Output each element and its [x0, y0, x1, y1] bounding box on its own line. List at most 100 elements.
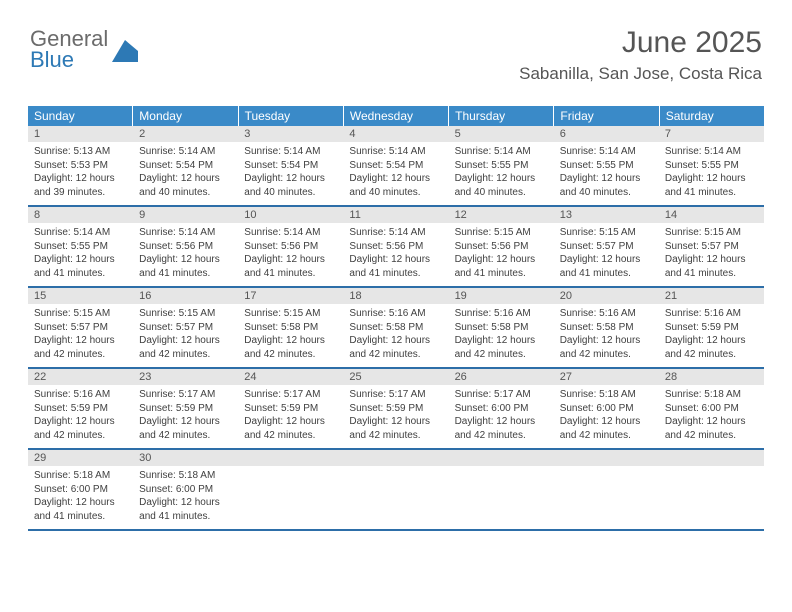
sunrise-line: Sunrise: 5:17 AM — [455, 388, 548, 402]
sunrise-line: Sunrise: 5:14 AM — [139, 226, 232, 240]
day-detail: Sunrise: 5:16 AMSunset: 5:59 PMDaylight:… — [28, 385, 133, 448]
daylight-line: Daylight: 12 hours and 40 minutes. — [244, 172, 337, 199]
sunrise-line: Sunrise: 5:18 AM — [560, 388, 653, 402]
day-detail: Sunrise: 5:14 AMSunset: 5:55 PMDaylight:… — [28, 223, 133, 286]
calendar-day-cell: 22Sunrise: 5:16 AMSunset: 5:59 PMDayligh… — [28, 369, 133, 448]
day-detail: Sunrise: 5:17 AMSunset: 5:59 PMDaylight:… — [343, 385, 448, 448]
day-number: 17 — [238, 288, 343, 304]
sunset-line: Sunset: 5:53 PM — [34, 159, 127, 173]
calendar-day-cell: 10Sunrise: 5:14 AMSunset: 5:56 PMDayligh… — [238, 207, 343, 286]
page-header: June 2025 Sabanilla, San Jose, Costa Ric… — [519, 26, 762, 84]
daylight-line: Daylight: 12 hours and 41 minutes. — [34, 496, 127, 523]
daylight-line: Daylight: 12 hours and 41 minutes. — [139, 253, 232, 280]
day-number: 18 — [343, 288, 448, 304]
day-detail: Sunrise: 5:18 AMSunset: 6:00 PMDaylight:… — [133, 466, 238, 529]
day-detail: Sunrise: 5:14 AMSunset: 5:56 PMDaylight:… — [343, 223, 448, 286]
daylight-line: Daylight: 12 hours and 42 minutes. — [244, 415, 337, 442]
sunset-line: Sunset: 5:58 PM — [349, 321, 442, 335]
daylight-line: Daylight: 12 hours and 41 minutes. — [34, 253, 127, 280]
sunset-line: Sunset: 5:58 PM — [455, 321, 548, 335]
day-detail: Sunrise: 5:16 AMSunset: 5:58 PMDaylight:… — [554, 304, 659, 367]
calendar-day-cell — [554, 450, 659, 529]
calendar-day-cell: 11Sunrise: 5:14 AMSunset: 5:56 PMDayligh… — [343, 207, 448, 286]
day-number: 14 — [659, 207, 764, 223]
sunset-line: Sunset: 6:00 PM — [455, 402, 548, 416]
calendar-day-cell — [659, 450, 764, 529]
daylight-line: Daylight: 12 hours and 41 minutes. — [560, 253, 653, 280]
daylight-line: Daylight: 12 hours and 40 minutes. — [560, 172, 653, 199]
sunrise-line: Sunrise: 5:17 AM — [244, 388, 337, 402]
day-number: 13 — [554, 207, 659, 223]
day-detail: Sunrise: 5:14 AMSunset: 5:56 PMDaylight:… — [238, 223, 343, 286]
calendar-grid: SundayMondayTuesdayWednesdayThursdayFrid… — [28, 106, 764, 531]
calendar-week-row: 29Sunrise: 5:18 AMSunset: 6:00 PMDayligh… — [28, 450, 764, 531]
brand-logo: General Blue — [30, 28, 138, 71]
day-number: 22 — [28, 369, 133, 385]
day-detail: Sunrise: 5:18 AMSunset: 6:00 PMDaylight:… — [659, 385, 764, 448]
calendar-day-cell: 8Sunrise: 5:14 AMSunset: 5:55 PMDaylight… — [28, 207, 133, 286]
weekday-header-cell: Tuesday — [239, 106, 344, 126]
day-number: 20 — [554, 288, 659, 304]
logo-word-blue: Blue — [30, 49, 108, 71]
sunset-line: Sunset: 5:55 PM — [34, 240, 127, 254]
day-number-empty — [449, 450, 554, 466]
daylight-line: Daylight: 12 hours and 42 minutes. — [139, 334, 232, 361]
daylight-line: Daylight: 12 hours and 40 minutes. — [349, 172, 442, 199]
daylight-line: Daylight: 12 hours and 42 minutes. — [665, 334, 758, 361]
day-number: 5 — [449, 126, 554, 142]
calendar-day-cell: 14Sunrise: 5:15 AMSunset: 5:57 PMDayligh… — [659, 207, 764, 286]
day-detail: Sunrise: 5:18 AMSunset: 6:00 PMDaylight:… — [554, 385, 659, 448]
day-detail: Sunrise: 5:18 AMSunset: 6:00 PMDaylight:… — [28, 466, 133, 529]
sunrise-line: Sunrise: 5:18 AM — [34, 469, 127, 483]
daylight-line: Daylight: 12 hours and 42 minutes. — [665, 415, 758, 442]
sunrise-line: Sunrise: 5:14 AM — [34, 226, 127, 240]
sunrise-line: Sunrise: 5:15 AM — [560, 226, 653, 240]
sunset-line: Sunset: 5:56 PM — [455, 240, 548, 254]
day-number: 12 — [449, 207, 554, 223]
daylight-line: Daylight: 12 hours and 42 minutes. — [455, 415, 548, 442]
day-number: 11 — [343, 207, 448, 223]
calendar-day-cell: 25Sunrise: 5:17 AMSunset: 5:59 PMDayligh… — [343, 369, 448, 448]
daylight-line: Daylight: 12 hours and 42 minutes. — [455, 334, 548, 361]
calendar-week-row: 1Sunrise: 5:13 AMSunset: 5:53 PMDaylight… — [28, 126, 764, 207]
sunset-line: Sunset: 5:59 PM — [665, 321, 758, 335]
daylight-line: Daylight: 12 hours and 40 minutes. — [455, 172, 548, 199]
sunset-line: Sunset: 5:56 PM — [349, 240, 442, 254]
day-detail: Sunrise: 5:14 AMSunset: 5:54 PMDaylight:… — [238, 142, 343, 205]
day-detail: Sunrise: 5:14 AMSunset: 5:54 PMDaylight:… — [343, 142, 448, 205]
day-number: 8 — [28, 207, 133, 223]
sunset-line: Sunset: 5:57 PM — [139, 321, 232, 335]
sunrise-line: Sunrise: 5:15 AM — [244, 307, 337, 321]
calendar-day-cell: 16Sunrise: 5:15 AMSunset: 5:57 PMDayligh… — [133, 288, 238, 367]
sunset-line: Sunset: 5:56 PM — [139, 240, 232, 254]
calendar-day-cell: 3Sunrise: 5:14 AMSunset: 5:54 PMDaylight… — [238, 126, 343, 205]
calendar-day-cell — [449, 450, 554, 529]
sunrise-line: Sunrise: 5:16 AM — [349, 307, 442, 321]
day-number: 3 — [238, 126, 343, 142]
day-number: 15 — [28, 288, 133, 304]
calendar-week-row: 8Sunrise: 5:14 AMSunset: 5:55 PMDaylight… — [28, 207, 764, 288]
weekday-header-cell: Sunday — [28, 106, 133, 126]
day-detail: Sunrise: 5:15 AMSunset: 5:57 PMDaylight:… — [659, 223, 764, 286]
day-number: 26 — [449, 369, 554, 385]
day-number: 29 — [28, 450, 133, 466]
sunrise-line: Sunrise: 5:14 AM — [455, 145, 548, 159]
daylight-line: Daylight: 12 hours and 42 minutes. — [139, 415, 232, 442]
day-number: 25 — [343, 369, 448, 385]
day-detail-empty — [343, 466, 448, 528]
day-detail: Sunrise: 5:16 AMSunset: 5:58 PMDaylight:… — [449, 304, 554, 367]
calendar-day-cell: 21Sunrise: 5:16 AMSunset: 5:59 PMDayligh… — [659, 288, 764, 367]
day-number: 27 — [554, 369, 659, 385]
sunrise-line: Sunrise: 5:17 AM — [349, 388, 442, 402]
calendar-day-cell — [343, 450, 448, 529]
day-detail-empty — [238, 466, 343, 528]
day-detail: Sunrise: 5:14 AMSunset: 5:54 PMDaylight:… — [133, 142, 238, 205]
day-number: 6 — [554, 126, 659, 142]
calendar-day-cell: 18Sunrise: 5:16 AMSunset: 5:58 PMDayligh… — [343, 288, 448, 367]
calendar-day-cell: 5Sunrise: 5:14 AMSunset: 5:55 PMDaylight… — [449, 126, 554, 205]
sunset-line: Sunset: 6:00 PM — [560, 402, 653, 416]
daylight-line: Daylight: 12 hours and 41 minutes. — [665, 172, 758, 199]
calendar-day-cell: 29Sunrise: 5:18 AMSunset: 6:00 PMDayligh… — [28, 450, 133, 529]
daylight-line: Daylight: 12 hours and 41 minutes. — [665, 253, 758, 280]
weekday-header-cell: Friday — [554, 106, 659, 126]
